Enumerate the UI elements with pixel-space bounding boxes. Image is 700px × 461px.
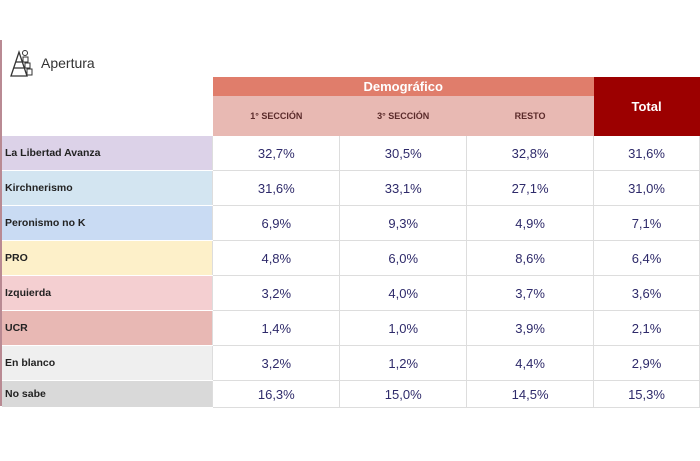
total-cell: 31,6% [593,136,700,171]
value-cell: 8,6% [466,240,595,276]
group-header: Demográfico [212,77,594,96]
table-row: Peronismo no K 6,9% 9,3% 4,9% 7,1% [2,205,700,241]
row-label: No sabe [2,380,213,408]
value-cell: 32,7% [212,136,341,171]
table-row: La Libertad Avanza 32,7% 30,5% 32,8% 31,6% [2,136,700,171]
value-cell: 27,1% [466,170,595,206]
total-cell: 7,1% [593,205,700,241]
value-cell: 31,6% [212,170,341,206]
row-label: La Libertad Avanza [2,136,213,171]
table-row: UCR 1,4% 1,0% 3,9% 2,1% [2,310,700,346]
brand-logo: Apertura [9,48,95,78]
value-cell: 9,3% [339,205,468,241]
row-label: Izquierda [2,275,213,311]
table-row: Izquierda 3,2% 4,0% 3,7% 3,6% [2,275,700,311]
value-cell: 15,0% [339,380,468,408]
value-cell: 30,5% [339,136,468,171]
value-cell: 32,8% [466,136,595,171]
table-row: No sabe 16,3% 15,0% 14,5% 15,3% [2,380,700,408]
total-cell: 2,1% [593,310,700,346]
value-cell: 3,7% [466,275,595,311]
row-label: Kirchnerismo [2,170,213,206]
total-cell: 6,4% [593,240,700,276]
value-cell: 33,1% [339,170,468,206]
row-label: PRO [2,240,213,276]
corner-cell [2,77,213,136]
apertura-logo-icon [10,49,33,77]
value-cell: 3,2% [212,275,341,311]
table-row: En blanco 3,2% 1,2% 4,4% 2,9% [2,345,700,381]
results-table: Demográfico Total 1° SECCIÓN 3° SECCIÓN … [2,77,700,408]
value-cell: 16,3% [212,380,341,408]
value-cell: 6,0% [339,240,468,276]
value-cell: 1,2% [339,345,468,381]
value-cell: 4,8% [212,240,341,276]
value-cell: 3,2% [212,345,341,381]
column-header: 3° SECCIÓN [339,96,467,136]
row-label: UCR [2,310,213,346]
column-header: 1° SECCIÓN [212,96,340,136]
row-label: En blanco [2,345,213,381]
total-header: Total [593,77,700,136]
value-cell: 14,5% [466,380,595,408]
value-cell: 3,9% [466,310,595,346]
row-label: Peronismo no K [2,205,213,241]
total-cell: 2,9% [593,345,700,381]
value-cell: 6,9% [212,205,341,241]
value-cell: 1,0% [339,310,468,346]
column-header: RESTO [466,96,594,136]
table-row: Kirchnerismo 31,6% 33,1% 27,1% 31,0% [2,170,700,206]
total-cell: 15,3% [593,380,700,408]
value-cell: 1,4% [212,310,341,346]
value-cell: 4,9% [466,205,595,241]
total-cell: 3,6% [593,275,700,311]
value-cell: 4,0% [339,275,468,311]
total-cell: 31,0% [593,170,700,206]
table-row: PRO 4,8% 6,0% 8,6% 6,4% [2,240,700,276]
brand-name: Apertura [41,55,95,71]
left-border [0,40,2,406]
value-cell: 4,4% [466,345,595,381]
